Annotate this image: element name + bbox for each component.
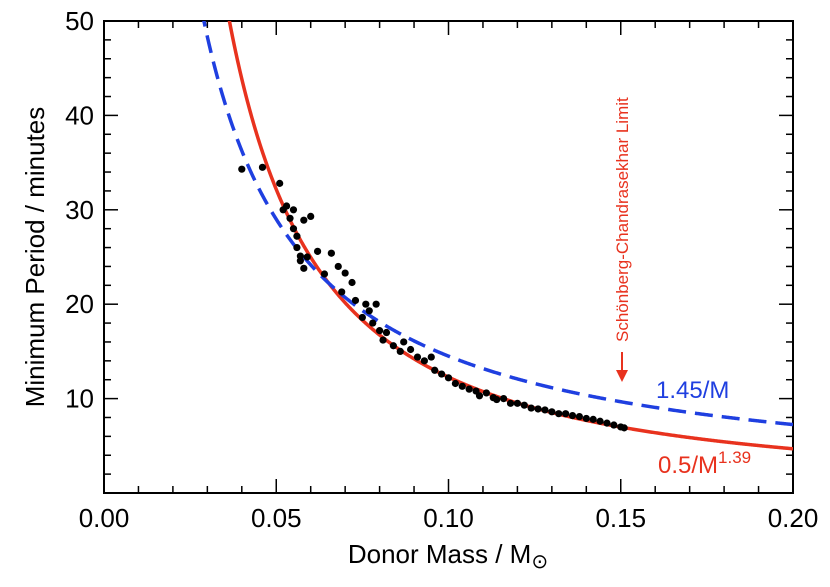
data-point (506, 399, 515, 407)
data-point (320, 270, 329, 278)
data-point (562, 410, 570, 418)
data-point (438, 370, 446, 378)
data-point (475, 392, 484, 400)
data-point (444, 374, 453, 382)
data-point (603, 419, 611, 427)
data-point (303, 253, 311, 261)
data-point (500, 395, 508, 403)
data-point (596, 417, 604, 425)
axis-ticks (103, 20, 794, 493)
fit-curve-blue (202, 21, 793, 427)
data-point (582, 414, 590, 423)
data-point (396, 347, 404, 355)
data-point (334, 262, 342, 271)
data-point (358, 313, 366, 322)
curve-label-red-exponent: 1.39 (718, 448, 751, 467)
data-point (296, 257, 304, 265)
data-point (286, 214, 294, 222)
curve-label-blue: 1.45/M (656, 377, 729, 404)
data-point (338, 288, 346, 296)
data-point (413, 353, 422, 361)
data-point (372, 300, 380, 308)
data-point (407, 345, 415, 354)
data-point (431, 366, 439, 374)
curve-label-red: 0.5/M1.39 (658, 448, 751, 479)
y-tick-label: 50 (65, 6, 94, 36)
y-axis-label: Minimum Period / minutes (20, 107, 50, 408)
data-point (300, 264, 308, 272)
data-point (341, 269, 349, 277)
y-tick-label: 10 (65, 384, 94, 414)
data-point (555, 410, 563, 418)
data-point (400, 338, 408, 346)
data-point (293, 243, 301, 252)
data-point (458, 382, 466, 390)
data-point (379, 336, 387, 344)
data-point (420, 357, 428, 365)
data-point (620, 424, 628, 432)
data-point (376, 327, 384, 335)
plot-frame (103, 20, 794, 494)
data-point (276, 179, 284, 187)
data-point (527, 404, 535, 412)
data-point (610, 421, 618, 429)
data-point (238, 165, 246, 173)
data-point (534, 405, 542, 413)
data-point (427, 353, 435, 361)
x-tick-label: 0.20 (768, 503, 819, 533)
data-point (493, 395, 501, 404)
tick-labels: 0.00 0.05 0.10 0.15 0.20 10 20 30 40 50 (65, 6, 818, 533)
data-point (365, 307, 373, 315)
data-point (282, 202, 291, 210)
data-points (238, 163, 628, 432)
data-point (482, 389, 490, 397)
data-point (327, 249, 335, 257)
annotation-arrow-head (616, 370, 628, 382)
data-point (465, 385, 473, 393)
data-point (362, 300, 370, 308)
data-point (548, 408, 556, 416)
data-point (568, 411, 577, 420)
data-point (451, 379, 459, 388)
data-point (589, 415, 597, 423)
data-point (382, 328, 391, 337)
data-point (289, 206, 298, 214)
data-point (541, 406, 549, 414)
y-tick-label: 30 (65, 195, 94, 225)
x-axis-label-sub: ⊙ (531, 551, 548, 573)
data-point (293, 232, 301, 240)
data-point (520, 401, 528, 409)
x-tick-label: 0.10 (423, 503, 474, 533)
y-tick-label: 40 (65, 100, 94, 130)
data-point (575, 412, 584, 421)
schonberg-chandrasekhar-annotation: Schönberg-Chandrasekhar Limit (613, 97, 632, 382)
data-point (389, 342, 397, 350)
data-point (513, 399, 522, 407)
x-axis-label: Donor Mass / M⊙ (348, 539, 548, 573)
data-point (348, 278, 356, 287)
x-tick-label: 0.15 (595, 503, 646, 533)
data-point (369, 319, 377, 327)
annotation-text: Schönberg-Chandrasekhar Limit (613, 97, 632, 342)
x-tick-label: 0.05 (251, 503, 302, 533)
data-point (300, 216, 308, 224)
y-tick-label: 20 (65, 289, 94, 319)
data-point (307, 212, 315, 221)
data-point (313, 247, 322, 255)
data-point (289, 225, 298, 233)
data-point (351, 296, 360, 305)
data-point (258, 163, 267, 171)
x-tick-label: 0.00 (79, 503, 130, 533)
